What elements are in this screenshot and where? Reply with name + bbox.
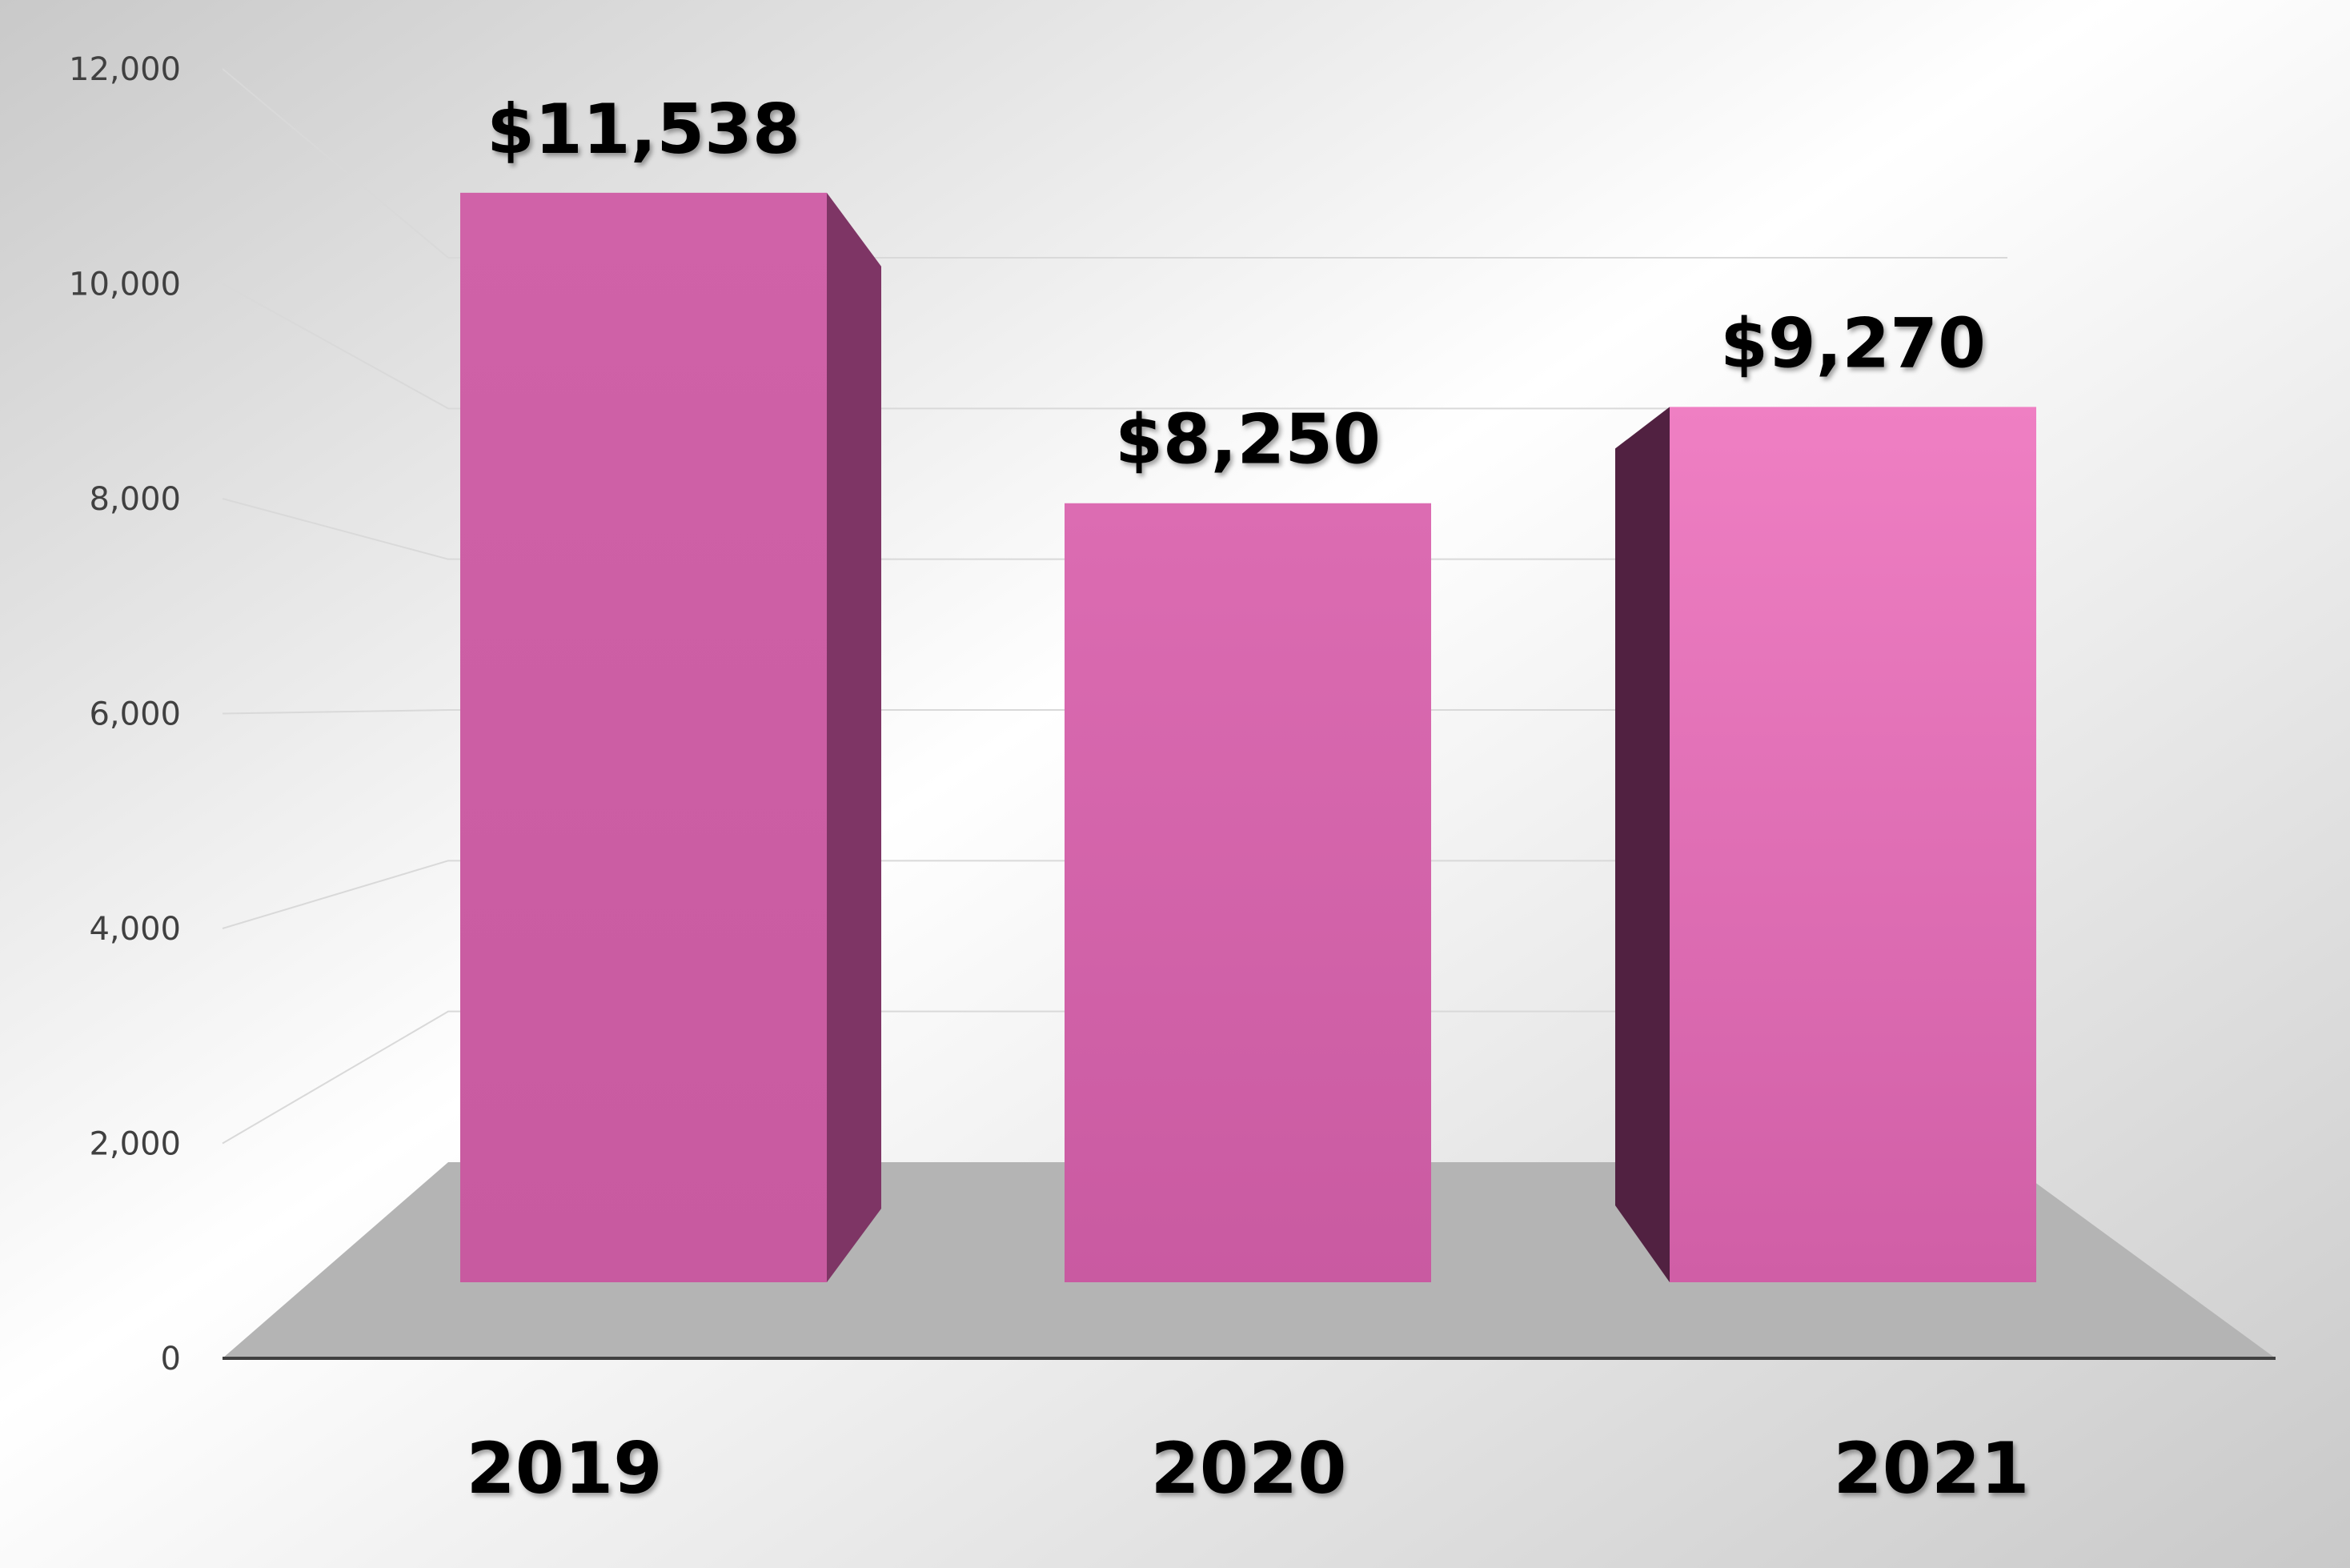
category-label: 2021 [1834, 1427, 2030, 1510]
bar-side [827, 192, 881, 1283]
category-label: 2020 [1151, 1427, 1347, 1510]
y-tick-label: 4,000 [89, 911, 181, 948]
bars [460, 192, 2036, 1283]
bar-side [1615, 407, 1670, 1283]
data-label: $9,270 [1720, 303, 1986, 383]
y-tick-label: 10,000 [69, 267, 181, 303]
category-label: 2019 [467, 1427, 663, 1510]
bar-2020 [1065, 503, 1431, 1282]
category-labels: 2019 2020 2021 [467, 1427, 2030, 1510]
gridlines [222, 68, 2007, 1145]
gridline [222, 860, 2007, 929]
y-tick-label: 0 [161, 1341, 181, 1378]
gridline [222, 283, 2007, 410]
data-label: $11,538 [487, 90, 800, 170]
y-tick-label: 2,000 [89, 1126, 181, 1163]
gridline [222, 68, 2007, 259]
data-label: $8,250 [1115, 400, 1381, 480]
y-tick-label: 8,000 [89, 481, 181, 518]
bar-2019 [460, 192, 827, 1283]
gridline [222, 709, 2007, 715]
y-axis-ticks: 0 2,000 4,000 6,000 8,000 10,000 12,000 [69, 51, 181, 1378]
y-tick-label: 12,000 [69, 51, 181, 88]
gridline [222, 1010, 2007, 1145]
y-tick-label: 6,000 [89, 696, 181, 733]
gridline [222, 498, 2007, 560]
data-labels: $11,538 $8,250 $9,270 [487, 90, 1986, 480]
bar-2021 [1670, 407, 2036, 1283]
